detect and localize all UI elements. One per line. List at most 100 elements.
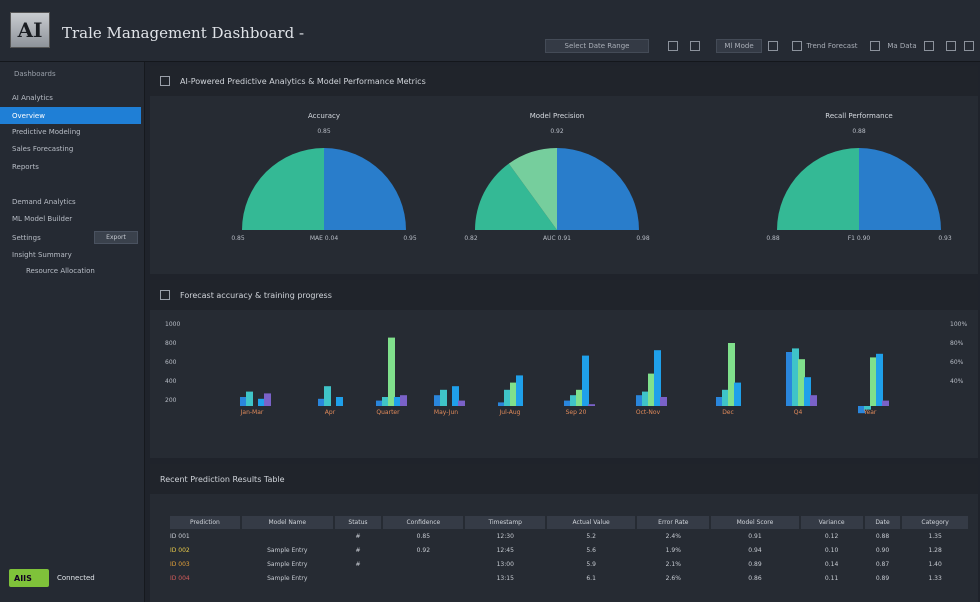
sidebar-item-predictive-modeling[interactable]: Predictive Modeling xyxy=(12,127,81,136)
sidebar-item-ai-analytics[interactable]: AI Analytics xyxy=(12,93,53,102)
gauge-2-label-2: 0.93 xyxy=(938,235,952,242)
bar-8-3 xyxy=(804,377,811,406)
bar-0-0 xyxy=(240,397,247,406)
filter-icon[interactable] xyxy=(690,41,700,51)
table-cell: 0.11 xyxy=(824,574,839,582)
column-header[interactable]: Timestamp xyxy=(464,516,548,529)
sidebar-item-sales-forecasting[interactable]: Sales Forecasting xyxy=(12,144,74,153)
results-panel-title: Recent Prediction Results Table xyxy=(160,474,285,484)
gauge-0-label-1: MAE 0.04 xyxy=(310,235,339,242)
gauge-0-slice-0 xyxy=(242,148,324,230)
sidebar: Dashboards AI Analytics Overview Predict… xyxy=(0,62,145,602)
app-logo: AI xyxy=(10,12,50,48)
bar-5-0 xyxy=(564,400,571,406)
column-header[interactable]: Model Score xyxy=(710,516,801,529)
bar-1-1 xyxy=(324,386,331,406)
bar-0-1 xyxy=(246,391,253,406)
table-row[interactable]: ID 001 #0.85 12:30 5.2 2.4% 0.91 0.12 0.88 1.35 xyxy=(170,529,969,543)
table-cell xyxy=(334,571,383,585)
table-cell: # xyxy=(355,546,361,554)
table-cell xyxy=(241,529,334,543)
table-cell: 0.94 xyxy=(748,546,762,554)
sidebar-item-demand-analytics[interactable]: Demand Analytics xyxy=(12,197,76,206)
bar-3-3 xyxy=(452,386,459,406)
bar-7-3 xyxy=(734,382,741,406)
forecast-bar-chart: 1000 800 600 400 200 100% 80% 60% 40% Jan-Mar Apr Q… xyxy=(165,321,967,416)
table-cell: 0.86 xyxy=(748,574,762,582)
gauge-1-slice-2 xyxy=(557,148,639,230)
column-header[interactable]: Variance xyxy=(799,516,865,529)
bar-9-1 xyxy=(864,406,871,410)
column-header[interactable]: Error Rate xyxy=(636,516,712,529)
forecast-panel-title: Forecast accuracy & training progress xyxy=(180,290,332,300)
title-bar: AI Trale Management Dashboard - Select D… xyxy=(0,0,980,62)
gauge-1-label-2: 0.98 xyxy=(636,235,650,242)
app-title: Trale Management Dashboard - xyxy=(62,24,305,42)
sidebar-item-overview[interactable]: Overview xyxy=(0,107,141,124)
bar-8-1 xyxy=(792,348,799,406)
column-header[interactable]: Confidence xyxy=(382,516,466,529)
sidebar-item-settings[interactable]: Settings xyxy=(12,233,41,242)
column-header[interactable]: Date xyxy=(863,516,903,529)
gauge-2-slice-0 xyxy=(777,148,859,230)
bar-0-4 xyxy=(264,393,271,406)
settings-icon[interactable] xyxy=(924,41,934,51)
x-tick-label: Dec xyxy=(722,409,734,416)
column-header[interactable]: Prediction xyxy=(170,516,242,529)
column-header[interactable]: Model Name xyxy=(240,516,335,529)
gauge-2-label-1: F1 0.90 xyxy=(848,235,871,242)
table-cell: # xyxy=(355,560,361,568)
bar-9-0 xyxy=(858,406,865,414)
table-cell: 13:15 xyxy=(496,574,514,582)
table-row[interactable]: ID 002 Sample Entry #0.92 12:45 5.6 1.9% 0.94 0… xyxy=(170,543,969,557)
metrics-panel-header: AI-Powered Predictive Analytics & Model … xyxy=(150,66,978,96)
window-close-icon[interactable] xyxy=(964,41,974,51)
data-icon[interactable] xyxy=(870,41,880,51)
x-tick-label: Oct-Nov xyxy=(636,409,661,416)
y-tick-right: 80% xyxy=(950,340,964,347)
gauge-2-slice-1 xyxy=(859,148,941,230)
table-cell: 12:45 xyxy=(496,546,514,554)
sidebar-item-resource-allocation[interactable]: Resource Allocation xyxy=(26,266,95,275)
metrics-panel: AI-Powered Predictive Analytics & Model … xyxy=(150,66,978,274)
window-maximize-icon[interactable] xyxy=(946,41,956,51)
table-cell: # xyxy=(355,532,361,540)
sidebar-item-insight-summary[interactable]: Insight Summary xyxy=(12,250,72,259)
data-view-button[interactable]: Ma Data xyxy=(887,42,917,50)
y-tick-left: 400 xyxy=(165,378,177,385)
gauge-1-title: Model Precision xyxy=(530,112,584,120)
y-tick-right: 60% xyxy=(950,359,964,366)
calendar-icon[interactable] xyxy=(668,41,678,51)
y-tick-right: 100% xyxy=(950,321,967,328)
ml-mode-toggle[interactable]: Ml Mode xyxy=(716,39,762,53)
table-row[interactable]: ID 003 Sample Entry #13:00 5.9 2.1% 0.89 0.14 0… xyxy=(170,557,969,571)
x-tick-label: Quarter xyxy=(376,409,400,416)
sidebar-item-reports[interactable]: Reports xyxy=(12,162,39,171)
table-cell: 5.6 xyxy=(586,546,596,554)
x-tick-label: Jul-Aug xyxy=(499,409,521,416)
table-row[interactable]: ID 004 Sample Entry 13:15 6.1 2.6% 0.86 0.11 0.… xyxy=(170,571,969,585)
sidebar-item-ml-model-builder[interactable]: ML Model Builder xyxy=(12,214,73,223)
trend-forecast-button[interactable]: Trend Forecast xyxy=(806,42,858,50)
bar-2-1 xyxy=(382,397,389,406)
column-header[interactable]: Status xyxy=(333,516,384,529)
report-icon[interactable] xyxy=(792,41,802,51)
gauge-1-slice-0 xyxy=(475,163,557,230)
table-cell: ID 002 xyxy=(170,546,190,554)
table-cell xyxy=(382,557,464,571)
table-cell: 6.1 xyxy=(586,574,596,582)
gauge-1-value: 0.92 xyxy=(550,128,564,135)
column-header[interactable]: Actual Value xyxy=(546,516,638,529)
table-cell: Sample Entry xyxy=(267,574,308,582)
x-tick-label: May-Jun xyxy=(434,409,458,416)
export-button[interactable]: Export xyxy=(94,231,138,244)
column-header[interactable]: Category xyxy=(901,516,970,529)
refresh-icon[interactable] xyxy=(768,41,778,51)
date-range-dropdown[interactable]: Select Date Range xyxy=(545,39,649,53)
gauge-1-slice-1 xyxy=(508,148,557,230)
bar-2-2 xyxy=(388,337,395,406)
results-panel: Recent Prediction Results Table xyxy=(150,464,978,602)
table-cell: 1.28 xyxy=(928,546,942,554)
bar-4-2 xyxy=(510,382,517,406)
bar-3-4 xyxy=(458,400,465,406)
